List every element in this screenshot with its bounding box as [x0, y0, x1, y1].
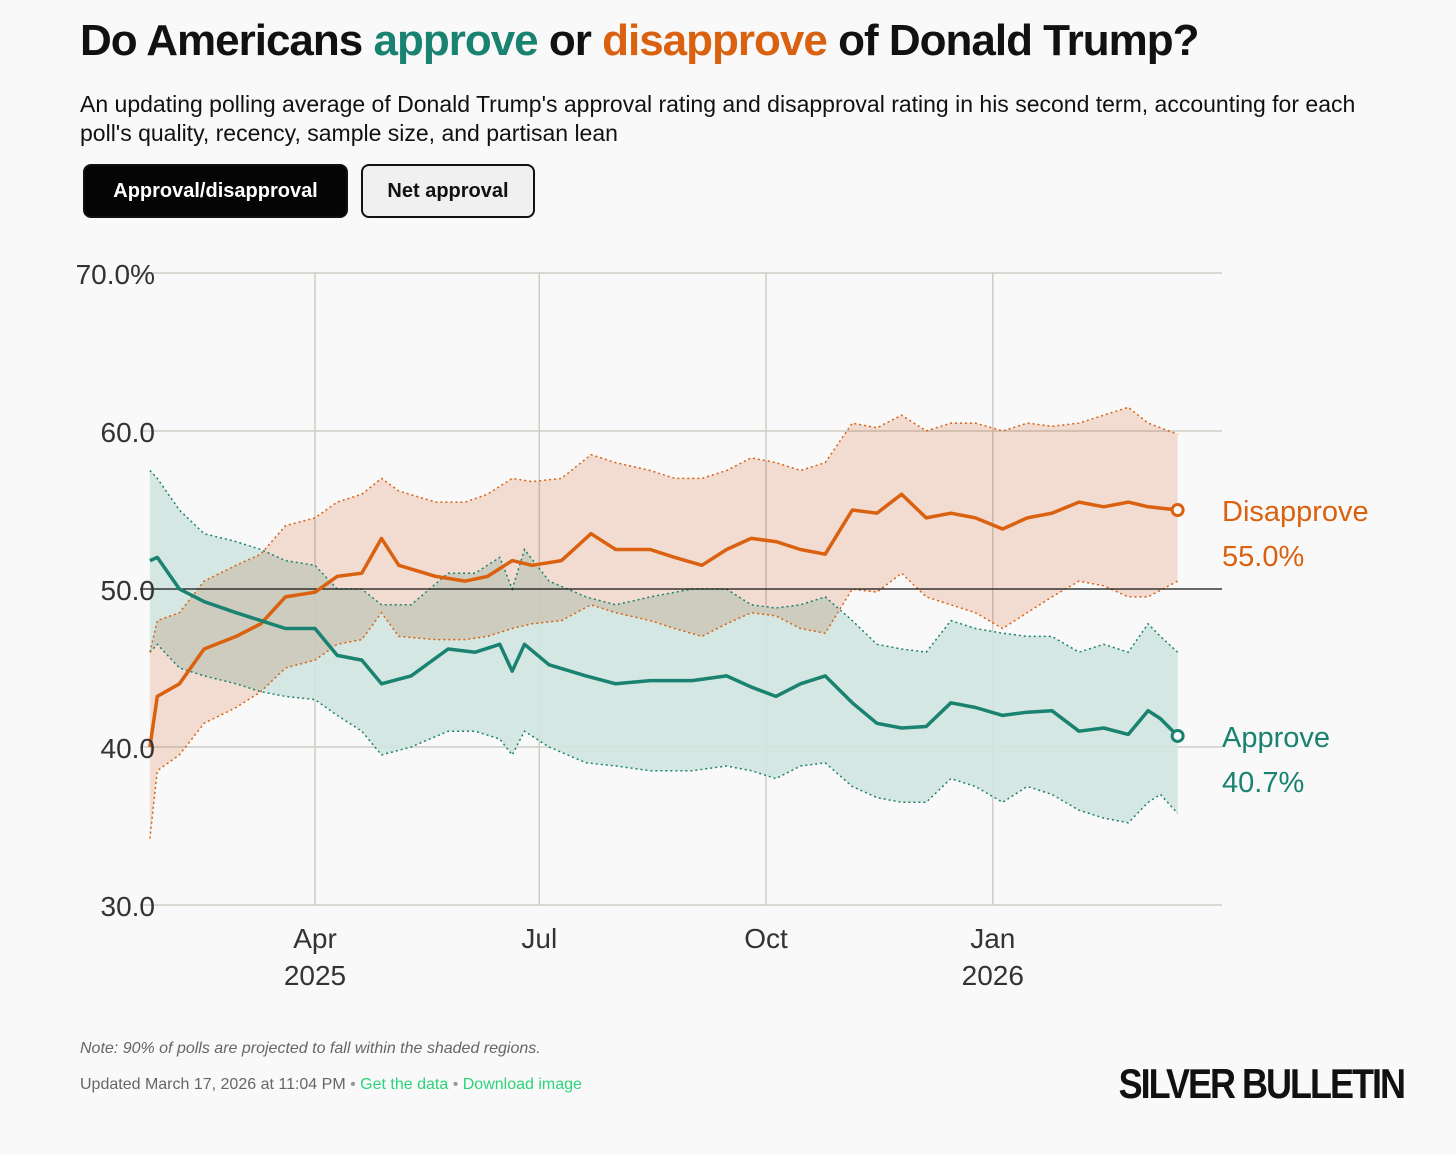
- x-tick-label: Jul: [521, 923, 557, 954]
- approve-end-marker: [1170, 728, 1185, 743]
- line-layer: [140, 406, 1222, 839]
- x-tick-year-label: 2026: [962, 960, 1024, 991]
- y-tick-label: 50.0: [101, 575, 156, 606]
- approve-series-value: 40.7%: [1222, 767, 1304, 799]
- band-lower-edge: [149, 572, 1178, 839]
- y-tick-label: 30.0: [101, 891, 156, 922]
- band-layer: [149, 407, 1178, 839]
- title-part3: of Donald Trump?: [826, 16, 1199, 65]
- footer-separator-2: •: [452, 1076, 459, 1093]
- band-upper-edge: [149, 406, 1178, 653]
- y-tick-label: 70.0%: [76, 259, 155, 290]
- approve-series-label: Approve: [1222, 722, 1330, 754]
- page-title: Do Americans approve or disapprove of Do…: [80, 16, 1199, 66]
- band-lower-edge: [149, 643, 1179, 824]
- disapprove-line: [148, 492, 1178, 748]
- disapprove-series-label: Disapprove: [1222, 496, 1369, 528]
- net-approval-toggle[interactable]: Net approval: [361, 164, 535, 218]
- y-tick-label: 60.0: [101, 417, 156, 448]
- approval-chart: 30.0 40.0 50.0 60.0 70.0% Apr 2025 Jul Oct Jan 202…: [76, 259, 1369, 991]
- silver-bulletin-logo: SILVER BULLETIN: [1118, 1060, 1406, 1108]
- x-tick-label: Oct: [744, 923, 788, 954]
- footer-line: Updated March 17, 2026 at 11:04 PM • Get…: [80, 1076, 582, 1094]
- updated-timestamp: Updated March 17, 2026 at 11:04 PM: [80, 1076, 346, 1093]
- y-tick-label: 40.0: [101, 733, 156, 764]
- footer-separator: •: [350, 1076, 356, 1093]
- approve-band: [149, 470, 1178, 823]
- title-disapprove: disapprove: [602, 16, 828, 65]
- disapprove-series-value: 55.0%: [1222, 541, 1304, 573]
- approval-disapproval-toggle[interactable]: Approval/disapproval: [83, 164, 348, 218]
- x-tick-label: Jan: [970, 923, 1015, 954]
- x-tick-label: Apr: [293, 923, 337, 954]
- title-part1: Do Americans: [80, 16, 374, 65]
- approve-line: [149, 555, 1179, 738]
- disapprove-end-marker: [1170, 503, 1185, 517]
- title-approve: approve: [373, 16, 538, 65]
- label-layer: 30.0 40.0 50.0 60.0 70.0% Apr 2025 Jul Oct Jan 202…: [76, 259, 1369, 991]
- get-data-link[interactable]: Get the data: [360, 1076, 449, 1093]
- disapprove-band: [149, 407, 1178, 839]
- download-image-link[interactable]: Download image: [462, 1076, 582, 1093]
- page-subtitle: An updating polling average of Donald Tr…: [80, 91, 1356, 146]
- chart-note: Note: 90% of polls are projected to fall…: [80, 1040, 541, 1057]
- x-tick-year-label: 2025: [284, 960, 346, 991]
- title-part2: or: [537, 16, 603, 65]
